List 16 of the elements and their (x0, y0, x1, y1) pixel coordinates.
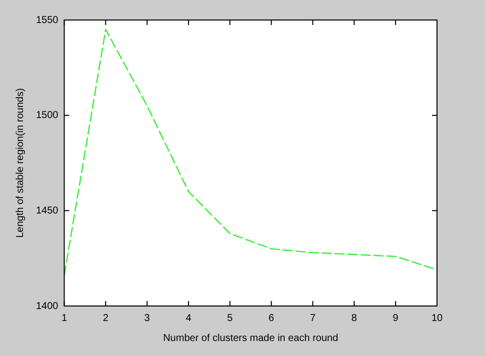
y-tick-label: 1550 (36, 14, 59, 26)
x-axis-title: Number of clusters made in each round (163, 332, 338, 344)
x-tick-label: 2 (102, 312, 109, 324)
x-tick-label: 10 (431, 312, 443, 324)
x-tick-label: 3 (144, 312, 150, 324)
x-tick-label: 9 (392, 312, 399, 324)
y-axis-title: Length of stable region(in rounds) (14, 88, 26, 238)
y-tick-label: 1450 (36, 205, 59, 216)
x-tick-label: 6 (268, 312, 275, 324)
x-tick-label: 1 (61, 312, 68, 324)
x-tick-label: 8 (351, 312, 358, 324)
x-tick-label: 5 (227, 312, 234, 324)
x-tick-label: 7 (310, 312, 316, 324)
y-tick-label: 1500 (36, 110, 59, 122)
x-tick-label: 4 (186, 312, 192, 324)
y-tick-label: 1400 (36, 300, 59, 312)
